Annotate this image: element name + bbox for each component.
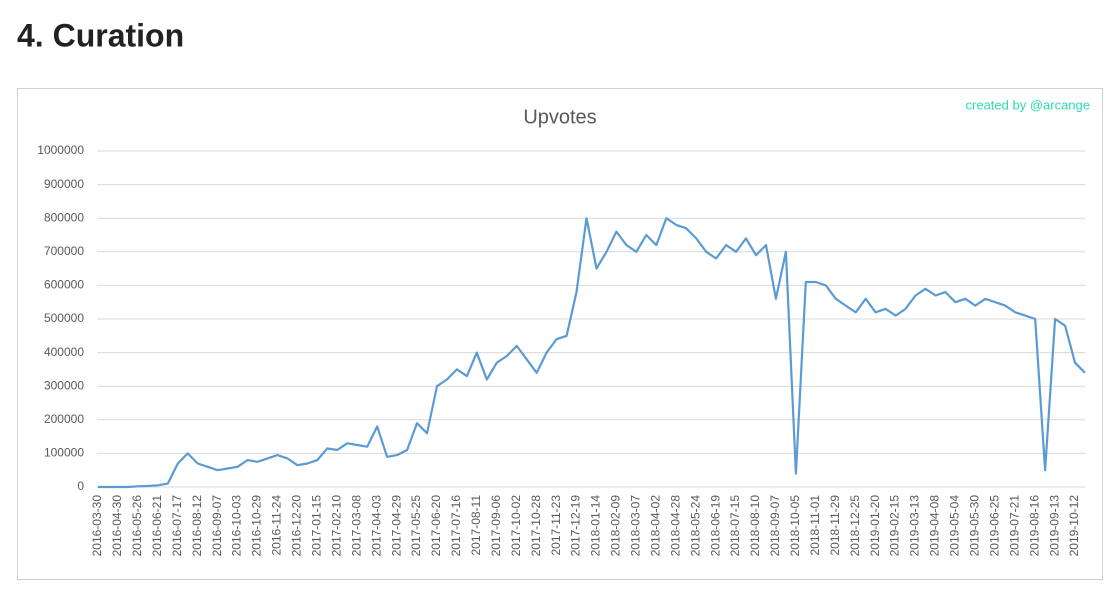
- x-tick-label: 2016-11-24: [270, 495, 284, 556]
- y-tick-label: 700000: [44, 244, 84, 258]
- y-tick-label: 300000: [44, 378, 84, 392]
- x-tick-label: 2016-03-30: [90, 495, 104, 557]
- x-tick-label: 2017-12-19: [569, 495, 583, 557]
- x-tick-label: 2019-05-30: [968, 495, 982, 557]
- y-tick-label: 0: [77, 479, 84, 493]
- x-tick-label: 2017-04-29: [389, 495, 403, 557]
- y-tick-label: 800000: [44, 210, 84, 224]
- x-tick-label: 2018-12-25: [848, 495, 862, 557]
- x-tick-label: 2016-10-29: [250, 495, 264, 557]
- annotation: created by @arcange: [966, 97, 1091, 112]
- x-tick-label: 2019-08-16: [1027, 495, 1041, 557]
- x-tick-label: 2018-11-29: [828, 495, 842, 556]
- x-tick-label: 2017-11-23: [549, 495, 563, 556]
- x-tick-label: 2017-05-25: [409, 495, 423, 557]
- x-tick-label: 2019-03-13: [908, 495, 922, 557]
- x-tick-label: 2016-06-21: [150, 495, 164, 557]
- x-tick-label: 2018-02-09: [609, 495, 623, 557]
- x-tick-label: 2019-02-15: [888, 495, 902, 557]
- y-tick-label: 200000: [44, 412, 84, 426]
- x-tick-label: 2018-10-05: [788, 495, 802, 557]
- x-tick-label: 2019-01-20: [868, 495, 882, 557]
- x-tick-label: 2018-04-28: [668, 495, 682, 557]
- x-tick-label: 2017-08-11: [469, 495, 483, 556]
- x-tick-label: 2016-10-03: [230, 495, 244, 557]
- x-tick-label: 2017-03-08: [349, 495, 363, 557]
- x-tick-label: 2017-02-10: [329, 495, 343, 557]
- x-tick-label: 2018-04-02: [648, 495, 662, 557]
- x-tick-label: 2017-09-06: [489, 495, 503, 557]
- x-tick-label: 2019-06-25: [987, 495, 1001, 557]
- x-tick-label: 2018-01-14: [589, 495, 603, 557]
- x-tick-label: 2018-03-07: [629, 495, 643, 557]
- x-tick-label: 2017-10-02: [509, 495, 523, 557]
- x-tick-label: 2016-07-17: [170, 495, 184, 557]
- x-tick-label: 2019-10-12: [1067, 495, 1081, 557]
- chart-frame: [17, 88, 1103, 580]
- x-tick-label: 2018-06-19: [708, 495, 722, 557]
- x-tick-label: 2019-05-04: [948, 495, 962, 557]
- x-tick-label: 2017-06-20: [429, 495, 443, 557]
- y-tick-label: 1000000: [37, 143, 84, 157]
- chart-title: Upvotes: [523, 106, 596, 128]
- y-tick-label: 500000: [44, 311, 84, 325]
- data-line: [98, 217, 1086, 489]
- x-tick-label: 2019-09-13: [1047, 495, 1061, 557]
- x-tick-label: 2017-10-28: [529, 495, 543, 557]
- x-tick-label: 2019-07-21: [1007, 495, 1021, 557]
- section-heading: 4. Curation: [17, 17, 184, 53]
- y-tick-label: 600000: [44, 278, 84, 292]
- x-tick-label: 2017-04-03: [369, 495, 383, 557]
- x-tick-label: 2016-09-07: [210, 495, 224, 557]
- x-tick-label: 2018-05-24: [688, 495, 702, 557]
- x-tick-label: 2016-08-12: [190, 495, 204, 557]
- x-tick-label: 2016-12-20: [290, 495, 304, 557]
- x-tick-label: 2017-07-16: [449, 495, 463, 557]
- y-tick-label: 900000: [44, 177, 84, 191]
- x-tick-label: 2019-04-08: [928, 495, 942, 557]
- y-tick-label: 400000: [44, 345, 84, 359]
- x-tick-label: 2017-01-15: [310, 495, 324, 557]
- x-tick-label: 2016-05-26: [130, 495, 144, 557]
- y-tick-label: 100000: [44, 446, 84, 460]
- x-tick-label: 2018-08-10: [748, 495, 762, 557]
- x-tick-label: 2018-11-01: [808, 495, 822, 556]
- x-tick-label: 2016-04-30: [110, 495, 124, 557]
- x-tick-label: 2018-09-07: [768, 495, 782, 557]
- x-tick-label: 2018-07-15: [728, 495, 742, 557]
